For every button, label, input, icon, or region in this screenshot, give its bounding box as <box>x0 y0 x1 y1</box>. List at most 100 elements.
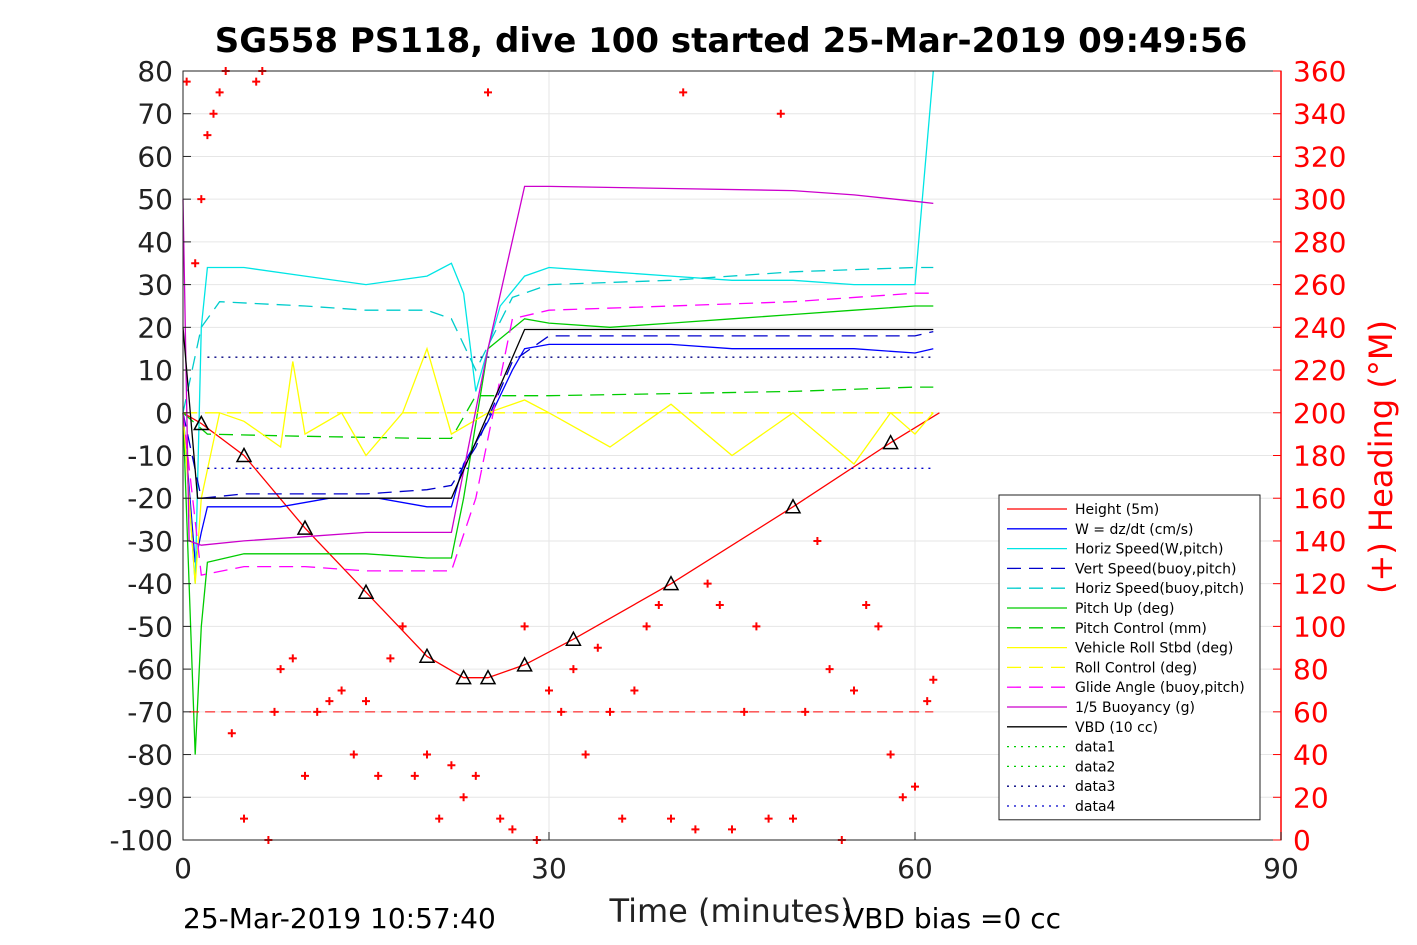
y-tick-label-left: 10 <box>137 354 173 387</box>
heading-point <box>484 88 492 97</box>
heading-point <box>496 814 505 823</box>
heading-point <box>182 77 191 86</box>
y-tick-label-right: 180 <box>1293 440 1346 473</box>
heading-point <box>374 771 383 780</box>
y-tick-label-left: 50 <box>137 183 173 216</box>
y-tick-label-left: 70 <box>137 98 173 131</box>
legend-label: data1 <box>1075 740 1115 756</box>
heading-point <box>929 675 938 684</box>
y-tick-label-left: 30 <box>137 269 173 302</box>
y-tick-label-left: -100 <box>109 824 173 857</box>
heading-point <box>459 793 468 802</box>
heading-point <box>886 750 895 759</box>
series-pitch-up-deg <box>182 305 934 755</box>
heading-point <box>715 601 724 610</box>
legend-label: Horiz Speed(buoy,pitch) <box>1075 581 1244 597</box>
heading-point <box>520 622 529 631</box>
legend-label: Pitch Control (mm) <box>1075 621 1207 637</box>
y-tick-label-right: 80 <box>1293 653 1329 686</box>
heading-point <box>398 622 407 631</box>
heading-point <box>581 750 590 759</box>
series-vbd-10-cc <box>182 327 934 499</box>
y-axis-left: 80 70 60 50 40 30 20 10 0 -10 -20 -30 -40 -50 -60 -70 -8… <box>109 55 191 857</box>
legend-label: W = dz/dt (cm/s) <box>1075 522 1194 538</box>
heading-point <box>703 579 712 588</box>
heading-point <box>740 707 749 716</box>
legend-label: Horiz Speed(W,pitch) <box>1075 542 1223 558</box>
heading-point <box>618 814 627 823</box>
legend-label: Height (5m) <box>1075 502 1159 518</box>
x-axis: 0 30 60 90 <box>174 832 1299 885</box>
y-tick-label-right: 340 <box>1293 98 1346 131</box>
y-tick-label-right: 280 <box>1293 226 1346 259</box>
heading-point <box>752 622 761 631</box>
series-horiz-speed-w-pitch <box>182 70 934 584</box>
heading-markers <box>182 67 938 844</box>
y-tick-label-right: 320 <box>1293 140 1346 173</box>
heading-point <box>654 601 663 610</box>
chart-title: SG558 PS118, dive 100 started 25-Mar-201… <box>215 21 1248 61</box>
heading-point <box>569 665 578 674</box>
heading-point <box>545 686 553 695</box>
legend-label: Glide Angle (buoy,pitch) <box>1075 680 1245 696</box>
heading-point <box>288 654 297 663</box>
heading-point <box>728 825 736 834</box>
legend-label: VBD (10 cc) <box>1075 720 1158 736</box>
heading-point <box>447 761 456 770</box>
heading-point <box>240 814 248 823</box>
heading-point <box>435 814 444 823</box>
y-tick-label-right: 100 <box>1293 610 1346 643</box>
heading-point <box>215 88 224 97</box>
y-tick-label-right: 160 <box>1293 482 1346 515</box>
y-tick-label-left: -60 <box>127 653 173 686</box>
series-glide-angle-buoy-pitch <box>182 292 934 576</box>
height-marker <box>235 446 253 463</box>
heading-point <box>789 814 797 823</box>
footer-timestamp: 25-Mar-2019 10:57:40 <box>183 902 496 935</box>
y-tick-label-right: 20 <box>1293 781 1329 814</box>
heading-point <box>630 686 639 695</box>
heading-point <box>911 782 919 791</box>
y-tick-label-left: 40 <box>137 226 173 259</box>
legend-label: Pitch Up (deg) <box>1075 601 1174 617</box>
height-marker <box>882 434 899 450</box>
x-axis-label: Time (minutes) <box>609 892 853 930</box>
heading-point <box>410 771 419 780</box>
y-tick-label-left: -50 <box>127 610 173 643</box>
series-layer <box>182 70 940 755</box>
heading-point <box>270 707 279 716</box>
height-marker <box>516 656 533 672</box>
y-tick-label-left: -90 <box>127 781 173 814</box>
heading-point <box>191 259 200 268</box>
height-marker <box>565 630 582 646</box>
series-1-5-buoyancy-g <box>182 185 934 546</box>
series-vehicle-roll-stbd-deg <box>182 346 934 584</box>
y-tick-label-right: 120 <box>1293 568 1346 601</box>
x-tick-label: 90 <box>1263 852 1299 885</box>
heading-point <box>386 654 395 663</box>
y-tick-label-right: 300 <box>1293 183 1346 216</box>
heading-point <box>301 771 309 780</box>
y-tick-label-right: 260 <box>1293 269 1346 302</box>
y-tick-label-right: 140 <box>1293 525 1346 558</box>
heading-point <box>923 697 932 706</box>
height-marker <box>193 414 210 431</box>
heading-point <box>349 750 358 759</box>
legend-label: Vehicle Roll Stbd (deg) <box>1075 641 1233 657</box>
heading-point <box>593 643 602 652</box>
x-tick-label: 30 <box>531 852 567 885</box>
heading-point <box>337 686 346 695</box>
height-marker <box>662 575 680 591</box>
heading-point <box>252 77 261 86</box>
y-axis-right-label: (+) Heading (°M) <box>1362 320 1400 594</box>
heading-point <box>776 109 785 118</box>
y-tick-label-right: 0 <box>1293 824 1311 857</box>
y-tick-label-right: 220 <box>1293 354 1346 387</box>
heading-point <box>667 814 675 823</box>
y-axis-right: 3603403203002802602402202001801601401201… <box>1273 55 1346 857</box>
height-marker <box>296 519 314 535</box>
heading-point <box>679 88 688 97</box>
height-marker <box>357 583 375 599</box>
y-tick-label-left: -40 <box>127 568 173 601</box>
x-tick-label: 60 <box>897 852 933 885</box>
